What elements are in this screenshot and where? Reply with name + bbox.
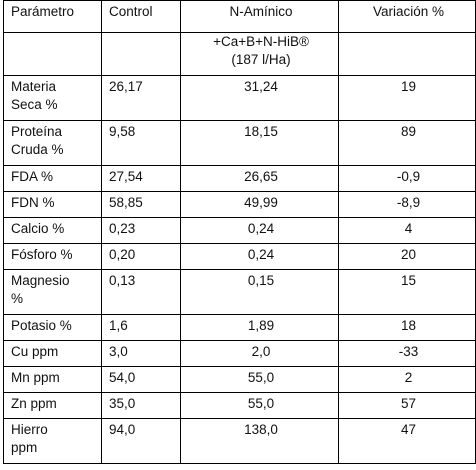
table-row: Magnesio% 0,13 0,15 15 (3, 269, 476, 315)
parameter-label: % (11, 291, 24, 306)
amino-value: 55,0 (180, 366, 339, 393)
parameter-cell: Fósforo % (3, 243, 102, 270)
parameter-label: Magnesio (11, 273, 70, 288)
parameter-label: FDA % (11, 169, 54, 184)
control-value: 0,13 (101, 269, 181, 315)
parameter-label: Potasio % (11, 318, 72, 333)
parameter-cell: Proteína Cruda % (3, 120, 102, 166)
parameter-cell: Potasio % (3, 314, 102, 341)
header-variation: Variación % (338, 0, 476, 33)
treatment-line-1: +Ca+B+N-HiB® (213, 34, 309, 49)
table-row: FDA % 27,54 26,65 -0,9 (3, 165, 476, 192)
control-value: 27,54 (101, 165, 181, 192)
parameter-cell: Materia Seca % (3, 75, 102, 121)
treatment-empty-cell (101, 32, 181, 76)
control-value: 3,0 (101, 340, 181, 367)
variation-value: 47 (338, 418, 476, 464)
amino-value: 0,24 (180, 217, 339, 244)
parameter-cell: Mn ppm (3, 366, 102, 393)
parameter-label: Cu ppm (11, 344, 59, 359)
control-value: 9,58 (101, 120, 181, 166)
parameter-label: Mn ppm (11, 370, 60, 385)
treatment-row: +Ca+B+N-HiB® (187 l/Ha) (3, 32, 476, 76)
treatment-empty-cell (3, 32, 102, 76)
variation-value: 57 (338, 392, 476, 419)
table-row: Materia Seca % 26,17 31,24 19 (3, 75, 476, 121)
table-row: Calcio % 0,23 0,24 4 (3, 217, 476, 244)
variation-value: -0,9 (338, 165, 476, 192)
treatment-empty-cell (338, 32, 476, 76)
treatment-line-2: (187 l/Ha) (231, 52, 291, 67)
treatment-cell: +Ca+B+N-HiB® (187 l/Ha) (180, 32, 339, 76)
variation-value: 18 (338, 314, 476, 341)
control-value: 94,0 (101, 418, 181, 464)
amino-value: 0,15 (180, 269, 339, 315)
table-row: Zn ppm 35,0 55,0 57 (3, 392, 476, 419)
amino-value: 31,24 (180, 75, 339, 121)
header-parameter: Parámetro (3, 0, 102, 33)
variation-value: -8,9 (338, 191, 476, 218)
parameter-label: Calcio % (11, 221, 65, 236)
table-row: Potasio % 1,6 1,89 18 (3, 314, 476, 341)
amino-value: 1,89 (180, 314, 339, 341)
control-value: 26,17 (101, 75, 181, 121)
parameter-cell: Cu ppm (3, 340, 102, 367)
header-row: Parámetro Control N-Amínico Variación % (3, 0, 476, 33)
parameter-label: ppm (11, 440, 38, 455)
variation-value: 19 (338, 75, 476, 121)
table-row: Fósforo % 0,20 0,24 20 (3, 243, 476, 270)
table-row: Cu ppm 3,0 2,0 -33 (3, 340, 476, 367)
parameter-cell: Magnesio% (3, 269, 102, 315)
amino-value: 138,0 (180, 418, 339, 464)
header-control: Control (101, 0, 181, 33)
parameter-cell: Zn ppm (3, 392, 102, 419)
control-value: 35,0 (101, 392, 181, 419)
header-amino: N-Amínico (180, 0, 339, 33)
variation-value: -33 (338, 340, 476, 367)
table-row: FDN % 58,85 49,99 -8,9 (3, 191, 476, 218)
results-table: Parámetro Control N-Amínico Variación % … (3, 0, 476, 464)
amino-value: 0,24 (180, 243, 339, 270)
control-value: 0,23 (101, 217, 181, 244)
variation-value: 20 (338, 243, 476, 270)
parameter-label: Hierro (11, 422, 48, 437)
parameter-label: Proteína (11, 124, 63, 139)
table-body: +Ca+B+N-HiB® (187 l/Ha) Materia Seca % 26,… (3, 32, 476, 464)
parameter-label: Zn ppm (11, 396, 57, 411)
amino-value: 49,99 (180, 191, 339, 218)
variation-value: 2 (338, 366, 476, 393)
parameter-label: FDN % (11, 195, 55, 210)
parameter-cell: Hierro ppm (3, 418, 102, 464)
variation-value: 4 (338, 217, 476, 244)
control-value: 0,20 (101, 243, 181, 270)
amino-value: 26,65 (180, 165, 339, 192)
variation-value: 15 (338, 269, 476, 315)
control-value: 1,6 (101, 314, 181, 341)
variation-value: 89 (338, 120, 476, 166)
parameter-label: Cruda % (11, 142, 64, 157)
control-value: 54,0 (101, 366, 181, 393)
table-row: Proteína Cruda % 9,58 18,15 89 (3, 120, 476, 166)
amino-value: 18,15 (180, 120, 339, 166)
parameter-label: Materia (11, 79, 57, 94)
parameter-cell: Calcio % (3, 217, 102, 244)
table-row: Mn ppm 54,0 55,0 2 (3, 366, 476, 393)
parameter-label: Fósforo % (11, 247, 73, 262)
table-row: Hierro ppm 94,0 138,0 47 (3, 418, 476, 464)
parameter-cell: FDA % (3, 165, 102, 192)
amino-value: 55,0 (180, 392, 339, 419)
parameter-cell: FDN % (3, 191, 102, 218)
parameter-label: Seca % (11, 97, 58, 112)
control-value: 58,85 (101, 191, 181, 218)
amino-value: 2,0 (180, 340, 339, 367)
